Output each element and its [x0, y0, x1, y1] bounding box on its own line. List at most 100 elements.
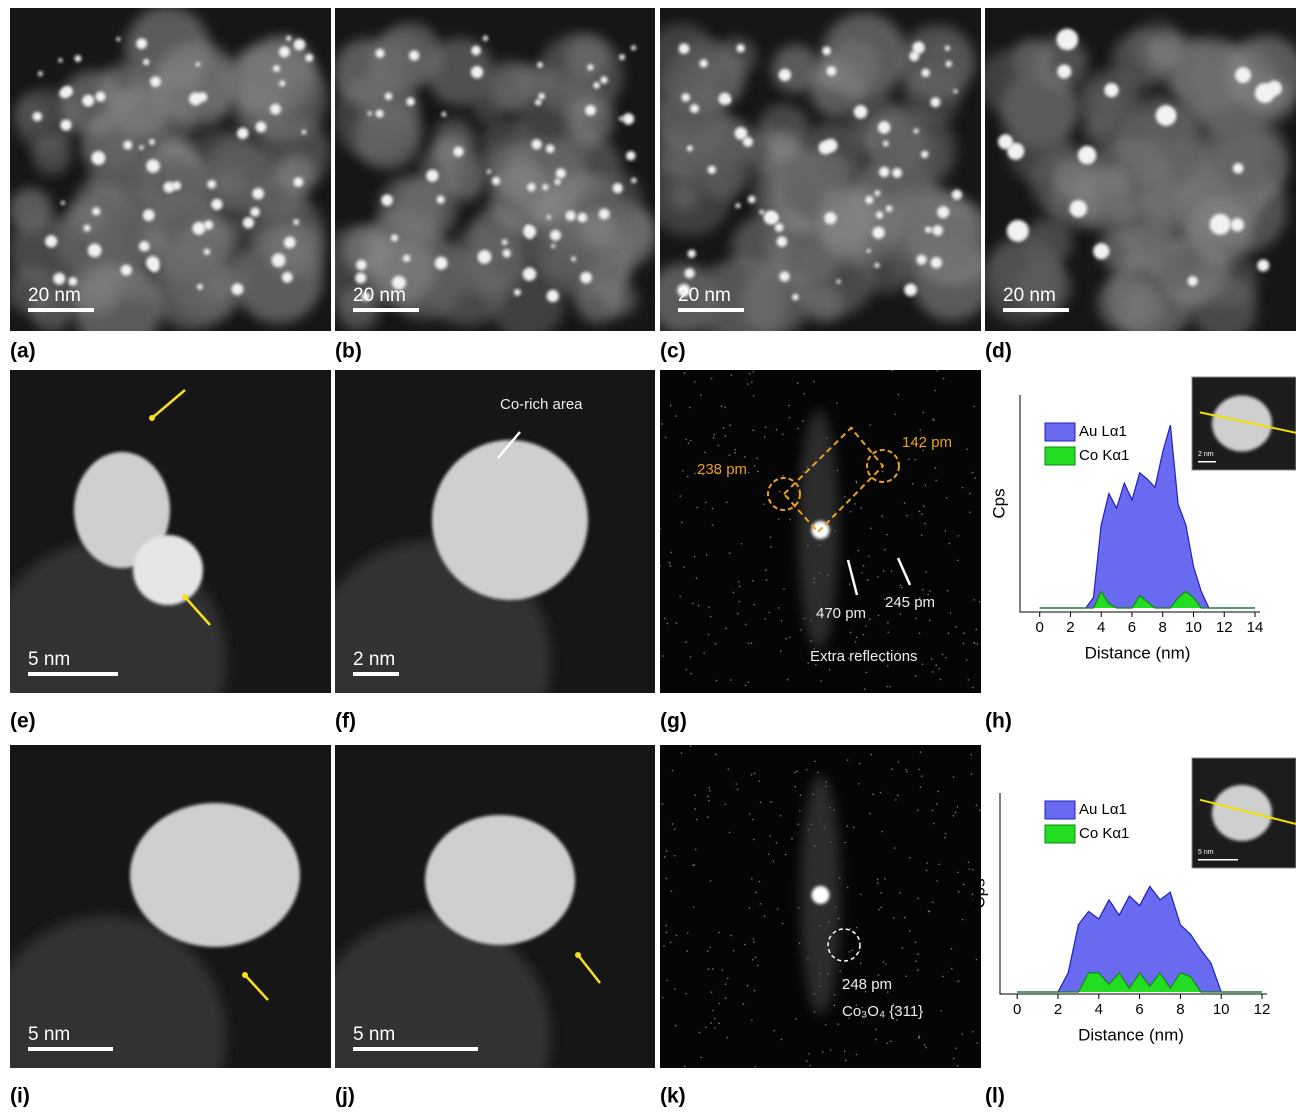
fft-noise: [799, 810, 801, 812]
scale-bar-label: 20 nm: [678, 285, 731, 306]
nanoparticle: [779, 271, 789, 281]
fft-noise: [932, 901, 934, 903]
fft-noise: [923, 505, 925, 507]
nanoparticle: [514, 289, 521, 296]
fft-noise: [694, 556, 696, 558]
inset-scale-label: 2 nm: [1198, 451, 1214, 458]
fft-noise: [780, 650, 782, 652]
nanoparticle: [930, 97, 940, 107]
nanoparticle: [425, 815, 575, 945]
fft-noise: [877, 879, 879, 881]
fft-noise: [753, 938, 755, 940]
fft-noise: [856, 637, 858, 639]
nanoparticle: [272, 253, 286, 267]
annotation: Co-rich area: [500, 396, 583, 413]
fft-noise: [745, 624, 747, 626]
fft-noise: [763, 503, 765, 505]
fft-noise: [733, 950, 735, 952]
fft-noise: [758, 881, 760, 883]
fft-noise: [666, 878, 668, 880]
fft-noise: [724, 406, 726, 408]
legend-swatch: [1045, 447, 1075, 465]
x-axis-label: Distance (nm): [1085, 643, 1191, 662]
nanoparticle: [892, 168, 902, 178]
nanoparticle: [679, 43, 690, 54]
fft-noise: [712, 1010, 714, 1012]
fft-noise: [897, 795, 899, 797]
fft-noise: [806, 1060, 808, 1062]
fft-noise: [850, 632, 852, 634]
annotation: 470 pm: [816, 605, 866, 622]
support-blob: [379, 175, 444, 240]
fft-noise: [918, 1038, 920, 1040]
fft-noise: [764, 618, 766, 620]
nanoparticle: [867, 249, 871, 253]
support-blob: [271, 222, 326, 277]
fft-noise: [944, 837, 946, 839]
x-tick-label: 4: [1097, 619, 1105, 636]
support-blob: [717, 37, 756, 76]
nanoparticle: [690, 104, 699, 113]
fft-noise: [945, 833, 947, 835]
fft-noise: [738, 601, 740, 603]
fft-noise: [933, 823, 935, 825]
nanoparticle: [736, 44, 744, 52]
fft-noise: [968, 679, 970, 681]
x-tick-label: 8: [1176, 1001, 1184, 1018]
nanoparticle: [197, 284, 203, 290]
nanoparticle: [876, 211, 883, 218]
fft-noise: [906, 515, 908, 517]
legend-label: Au Lα1: [1079, 423, 1127, 440]
nanoparticle: [538, 93, 545, 100]
fft-noise: [766, 579, 768, 581]
fft-noise: [666, 980, 668, 982]
fft-noise: [921, 513, 923, 515]
nanoparticle: [1210, 214, 1231, 235]
fft-noise: [915, 960, 917, 962]
fft-noise: [912, 483, 914, 485]
nanoparticle: [453, 146, 463, 156]
nanoparticle: [546, 144, 555, 153]
fft-noise: [860, 962, 862, 964]
fft-noise: [809, 1065, 811, 1067]
arrow-head: [149, 415, 155, 421]
fft-noise: [715, 643, 717, 645]
fft-noise: [900, 613, 902, 615]
fft-noise: [968, 861, 970, 863]
nanoparticle: [826, 66, 836, 76]
fft-noise: [670, 551, 672, 553]
nanoparticle: [735, 127, 748, 140]
nanoparticle: [403, 255, 410, 262]
nanoparticle: [708, 166, 716, 174]
fft-noise: [675, 415, 677, 417]
fft-noise: [808, 1053, 810, 1055]
fft-noise: [898, 761, 900, 763]
fft-noise: [914, 459, 916, 461]
fft-noise: [893, 917, 895, 919]
fft-noise: [768, 853, 770, 855]
fft-noise: [758, 780, 760, 782]
fft-noise: [935, 480, 937, 482]
fft-noise: [948, 543, 950, 545]
nanoparticle: [921, 151, 928, 158]
nanoparticle: [824, 212, 836, 224]
fft-noise: [708, 787, 710, 789]
nanoparticle: [252, 188, 264, 200]
nanoparticle: [587, 64, 593, 70]
fft-noise: [711, 991, 713, 993]
annotation: Co₃O₄ {311}: [842, 1003, 923, 1020]
fft-noise: [734, 449, 736, 451]
fft-noise: [696, 507, 698, 509]
fft-noise: [708, 968, 710, 970]
nanoparticle: [293, 219, 299, 225]
fft-noise: [887, 622, 889, 624]
fft-noise: [885, 963, 887, 965]
annotation: 245 pm: [885, 594, 935, 611]
fft-noise: [662, 803, 664, 805]
nanoparticle: [550, 230, 561, 241]
fft-noise: [973, 406, 975, 408]
arrow-head: [182, 594, 188, 600]
inset-scale-bar: [1198, 859, 1238, 861]
fft-noise: [926, 869, 928, 871]
fft-noise: [849, 583, 851, 585]
